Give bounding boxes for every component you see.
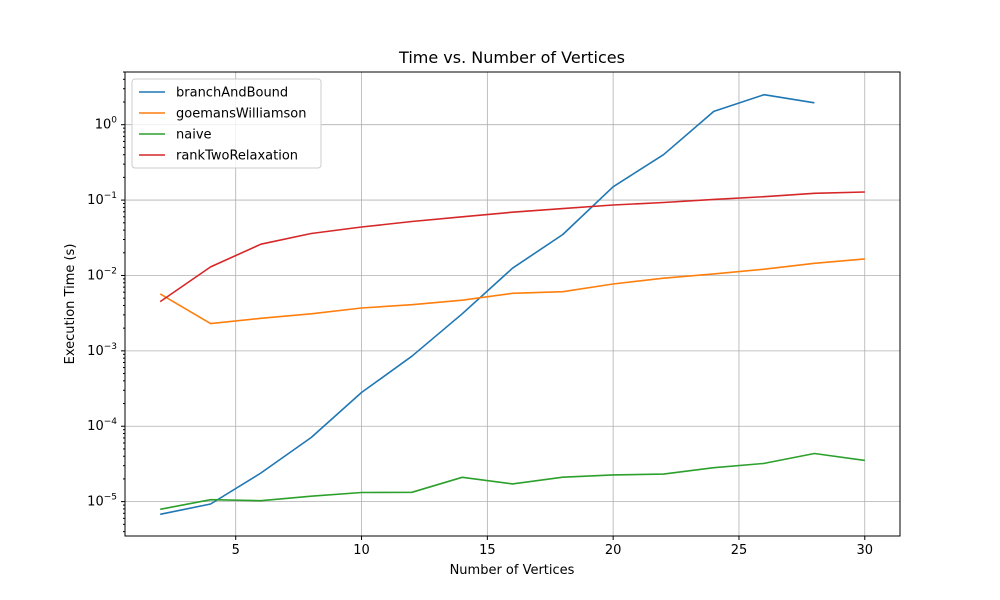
legend-label-rankTwoRelaxation: rankTwoRelaxation [176,149,298,164]
x-tick-label: 5 [232,543,240,558]
series-line-branchAndBound [160,93,815,516]
legend-box [131,78,322,169]
x-tick-label: 30 [856,543,873,558]
y-tick-label: 10−5 [87,493,117,510]
y-axis-ticks: 10−5 10−4 10−3 10−2 10−1 100 [87,71,125,533]
y-tick-label: 10−4 [87,417,117,434]
x-tick-label: 25 [731,543,748,558]
y-tick-label: 10−1 [87,191,117,208]
legend-label-naive: naive [176,128,212,143]
x-axis-label: Number of Vertices [450,563,575,578]
legend-items: branchAndBound goemansWilliamson naive rank… [139,86,306,164]
y-tick-label: 10−3 [87,342,117,359]
chart-title: Time vs. Number of Vertices [398,48,625,67]
legend: branchAndBound goemansWilliamson naive rank… [131,78,322,169]
y-tick-label: 100 [95,116,118,133]
series-lines [159,93,865,516]
x-tick-label: 10 [353,543,370,558]
legend-label-branchAndBound: branchAndBound [176,86,288,101]
x-tick-label: 20 [605,543,622,558]
x-axis-ticks: 5 10 15 20 25 30 [232,536,873,558]
legend-label-goemansWilliamson: goemansWilliamson [176,107,306,122]
x-tick-label: 15 [479,543,496,558]
plot-frame [124,71,901,537]
series-line-naive [160,452,865,511]
y-axis-label: Execution Time (s) [63,244,78,365]
series-line-rankTwoRelaxation [159,191,865,303]
series-line-goemansWilliamson [159,258,865,325]
y-tick-label: 10−2 [87,266,117,283]
